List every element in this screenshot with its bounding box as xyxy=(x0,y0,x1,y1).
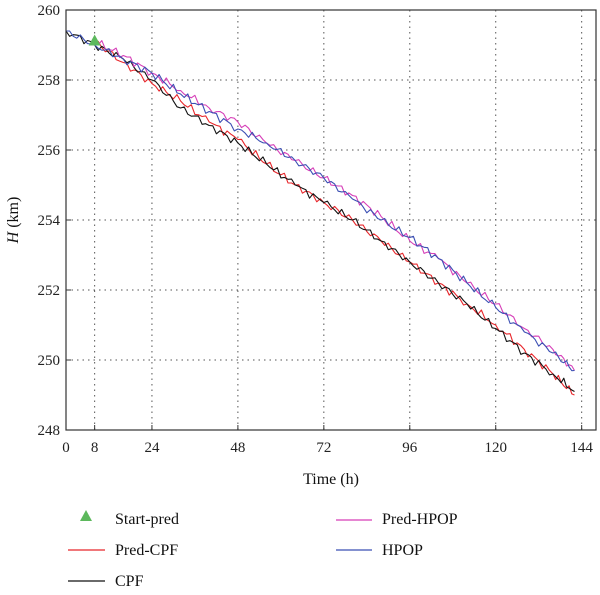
x-tick-label: 24 xyxy=(144,440,160,456)
series-line-cpf xyxy=(65,30,575,392)
legend-label-hpop: HPOP xyxy=(382,542,423,559)
tick-layer: 0 8 24 48 72 96 120 144 248 250 252 254 256 258 260 xyxy=(38,3,594,456)
y-tick-label: 258 xyxy=(38,73,61,89)
series-layer xyxy=(65,30,575,396)
legend-label-cpf: CPF xyxy=(115,573,144,590)
legend-label-pred-hpop: Pred-HPOP xyxy=(382,511,458,528)
x-tick-label: 48 xyxy=(230,440,245,456)
y-tick-label: 252 xyxy=(38,283,61,299)
y-tick-label: 260 xyxy=(38,3,61,19)
legend-label-start-pred: Start-pred xyxy=(115,511,179,528)
series-line-pred-cpf xyxy=(94,40,575,396)
legend-label-pred-cpf: Pred-CPF xyxy=(115,542,178,559)
y-tick-label: 256 xyxy=(38,143,61,159)
series-line-pred-hpop xyxy=(94,40,575,371)
legend-item-cpf: CPF xyxy=(68,573,144,590)
y-tick-label: 248 xyxy=(38,423,61,439)
start-pred-marker xyxy=(88,34,101,46)
legend-item-start-pred: Start-pred xyxy=(80,510,179,528)
x-tick-label: 8 xyxy=(91,440,99,456)
x-tick-label: 72 xyxy=(316,440,331,456)
legend-start-pred-triangle-icon xyxy=(80,510,92,521)
x-axis-label: Time (h) xyxy=(303,471,359,488)
x-tick-label: 144 xyxy=(570,440,593,456)
legend: Start-pred Pred-CPF CPF Pred-HPOP HPOP xyxy=(68,510,458,590)
legend-item-pred-hpop: Pred-HPOP xyxy=(336,511,458,528)
series-line-hpop xyxy=(66,30,575,372)
legend-item-hpop: HPOP xyxy=(336,542,423,559)
y-tick-label: 254 xyxy=(38,213,61,229)
legend-item-pred-cpf: Pred-CPF xyxy=(68,542,178,559)
y-axis-label: H (km) xyxy=(5,197,22,245)
y-tick-label: 250 xyxy=(38,353,61,369)
x-tick-label: 0 xyxy=(62,440,70,456)
y-axis-label-unit: (km) xyxy=(5,197,22,232)
x-tick-label: 96 xyxy=(402,440,418,456)
grid-layer xyxy=(66,10,596,430)
marker-layer xyxy=(88,34,101,46)
x-tick-label: 120 xyxy=(484,440,507,456)
y-axis-label-symbol: H xyxy=(5,230,22,244)
